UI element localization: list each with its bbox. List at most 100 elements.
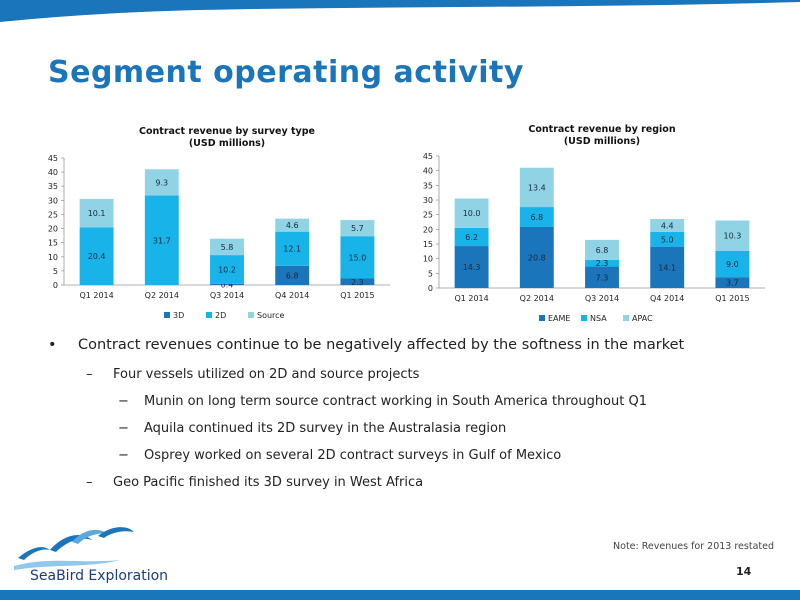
data-label: 3.7 xyxy=(726,279,739,288)
bullet-item: − Munin on long term source contract work… xyxy=(118,394,647,409)
y-tick-label: 40 xyxy=(423,167,433,176)
footnote: Note: Revenues for 2013 restated xyxy=(613,541,774,552)
data-label: 10.2 xyxy=(218,265,236,274)
bar-segment-eame xyxy=(454,246,489,288)
y-tick-label: 10 xyxy=(48,253,58,262)
logo-text: SeaBird Exploration xyxy=(30,568,169,584)
data-label: 6.2 xyxy=(465,233,478,242)
data-label: 5.0 xyxy=(661,235,674,244)
x-tick-label: Q4 2014 xyxy=(275,291,309,300)
data-label: 20.4 xyxy=(88,252,106,261)
data-label: 6.8 xyxy=(286,271,299,280)
bullet-text: Contract revenues continue to be negativ… xyxy=(78,337,685,353)
legend-label: APAC xyxy=(632,314,653,323)
bar-segment-apac xyxy=(519,167,554,208)
bar-segment-eame xyxy=(650,246,685,288)
chart-subtitle: (USD millions) xyxy=(564,136,640,147)
bar-segment-nsa xyxy=(715,250,750,278)
bar-segment-apac xyxy=(454,198,489,228)
x-tick-label: Q3 2014 xyxy=(210,291,244,300)
bar-segment-source xyxy=(340,220,375,237)
data-label: 15.0 xyxy=(348,253,366,262)
data-label: 9.3 xyxy=(155,178,168,187)
chart-revenue-by-region: Contract revenue by region(USD millions)… xyxy=(423,124,765,323)
x-tick-label: Q1 2014 xyxy=(454,294,488,303)
data-label: 5.7 xyxy=(351,224,364,233)
legend-swatch xyxy=(581,315,587,321)
bullet-text: Osprey worked on several 2D contract sur… xyxy=(144,448,562,463)
data-label: 12.1 xyxy=(283,245,301,254)
data-label: 4.6 xyxy=(286,221,299,230)
y-tick-label: 10 xyxy=(423,255,433,264)
data-label: 13.4 xyxy=(528,183,546,192)
bullet-list: • Contract revenues continue to be negati… xyxy=(48,337,778,502)
bar-segment-2d xyxy=(144,195,179,285)
slide-title: Segment operating activity xyxy=(48,55,524,90)
y-tick-label: 5 xyxy=(428,269,433,278)
chart-subtitle: (USD millions) xyxy=(189,138,265,149)
bar-segment-source xyxy=(210,238,244,256)
y-tick-label: 45 xyxy=(423,152,433,161)
bullet-text: Munin on long term source contract worki… xyxy=(144,394,647,409)
bar-segment-source xyxy=(79,198,114,228)
y-tick-label: 25 xyxy=(48,210,58,219)
data-label: 10.3 xyxy=(723,232,741,241)
data-label: 9.0 xyxy=(726,260,739,269)
y-tick-label: 15 xyxy=(423,240,433,249)
y-tick-label: 25 xyxy=(423,211,433,220)
bar-segment-source xyxy=(144,169,179,196)
data-label: 7.3 xyxy=(596,273,609,282)
data-label: 2.3 xyxy=(596,259,609,268)
bar-segment-apac xyxy=(650,219,685,232)
data-label: 6.8 xyxy=(530,213,543,222)
bar-segment-eame xyxy=(519,226,554,288)
data-label: 14.1 xyxy=(658,263,676,272)
data-label: 4.4 xyxy=(661,222,674,231)
chart-title: Contract revenue by region xyxy=(528,124,675,135)
x-tick-label: Q2 2014 xyxy=(145,291,179,300)
bar-segment-nsa xyxy=(585,259,619,267)
x-tick-label: Q3 2014 xyxy=(585,294,619,303)
seabird-logo xyxy=(14,527,134,570)
footer-band xyxy=(0,590,800,600)
y-tick-label: 30 xyxy=(48,196,58,205)
y-tick-label: 35 xyxy=(48,182,58,191)
data-label: 10.0 xyxy=(463,209,481,218)
legend-swatch xyxy=(539,315,545,321)
data-label: 0.4 xyxy=(221,280,234,289)
bullet-text: Four vessels utilized on 2D and source p… xyxy=(113,367,420,382)
bar-segment-apac xyxy=(585,239,619,260)
y-tick-label: 0 xyxy=(53,281,58,290)
bullet-item: • Contract revenues continue to be negati… xyxy=(48,337,685,353)
chart-revenue-by-survey-type: Contract revenue by survey type(USD mill… xyxy=(48,126,390,320)
bullet-item: − Aquila continued its 2D survey in the A… xyxy=(118,421,507,436)
y-tick-label: 20 xyxy=(48,225,58,234)
bar-segment-3d xyxy=(340,278,375,285)
x-tick-label: Q1 2015 xyxy=(715,294,749,303)
legend-label: 3D xyxy=(173,311,184,320)
bar-segment-2d xyxy=(275,231,310,266)
data-label: 6.8 xyxy=(596,246,609,255)
data-label: 20.8 xyxy=(528,253,546,262)
y-tick-label: 30 xyxy=(423,196,433,205)
bullet-item: − Osprey worked on several 2D contract su… xyxy=(118,448,562,463)
legend-label: NSA xyxy=(590,314,607,323)
bar-segment-nsa xyxy=(650,231,685,247)
y-tick-label: 45 xyxy=(48,154,58,163)
legend-swatch xyxy=(248,312,254,318)
bar-segment-source xyxy=(275,218,310,232)
y-tick-label: 35 xyxy=(423,181,433,190)
data-label: 5.8 xyxy=(221,243,234,252)
x-tick-label: Q1 2014 xyxy=(79,291,113,300)
data-label: 2.3 xyxy=(351,278,364,287)
data-label: 14.3 xyxy=(463,263,481,272)
x-tick-label: Q1 2015 xyxy=(340,291,374,300)
bullet-text: Aquila continued its 2D survey in the Au… xyxy=(144,421,507,436)
bar-segment-2d xyxy=(210,255,244,284)
legend-swatch xyxy=(206,312,212,318)
legend-label: Source xyxy=(257,311,285,320)
bar-segment-nsa xyxy=(454,227,489,247)
chart-title: Contract revenue by survey type xyxy=(139,126,315,137)
x-tick-label: Q4 2014 xyxy=(650,294,684,303)
bar-segment-3d xyxy=(210,283,244,285)
